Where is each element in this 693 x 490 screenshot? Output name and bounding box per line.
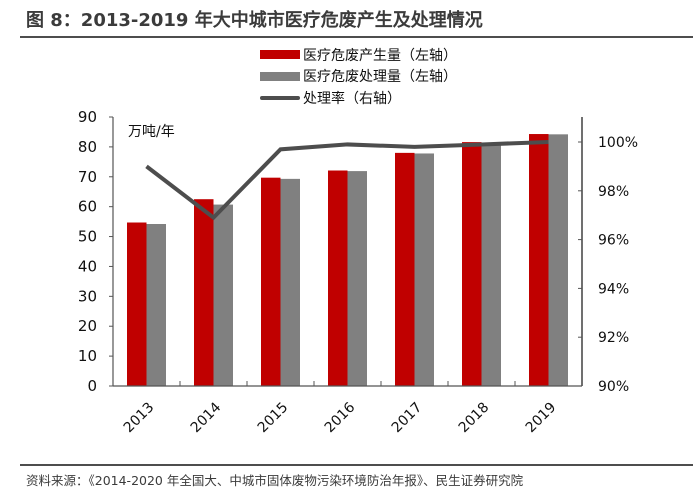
bar-generation — [462, 142, 482, 386]
x-axis-tick-label: 2013 — [121, 400, 158, 437]
legend-swatch-treatment — [260, 71, 300, 81]
legend-item-treatment: 医疗危废处理量（左轴） — [260, 66, 457, 88]
left-axis-tick-label: 60 — [78, 198, 97, 216]
x-axis-tick-label: 2019 — [523, 400, 560, 437]
legend-swatch-rate — [260, 95, 300, 100]
x-axis: 2013 2014 2015 2016 2017 2018 2019 — [113, 381, 582, 436]
bar-treatment — [414, 153, 434, 386]
left-axis-tick-label: 70 — [78, 168, 97, 186]
bar-generation — [194, 199, 214, 386]
bar-generation — [328, 170, 348, 386]
left-axis-unit-label: 万吨/年 — [128, 124, 175, 140]
source-note: 资料来源：《2014-2020 年全国大、中城市固体废物污染环境防治年报》、民生… — [26, 473, 524, 488]
bar-treatment — [548, 134, 568, 386]
x-axis-tick-label: 2014 — [188, 399, 225, 436]
legend-item-generation: 医疗危废产生量（左轴） — [260, 44, 457, 66]
bar-generation — [395, 152, 415, 386]
left-axis-tick-label: 50 — [78, 228, 97, 246]
right-axis-tick-label: 100% — [598, 135, 638, 151]
legend-item-rate: 处理率（右轴） — [260, 87, 457, 109]
legend-swatch-generation — [260, 50, 300, 60]
rate-line — [145, 140, 549, 221]
footer-divider — [20, 464, 693, 466]
x-axis-tick-label: 2017 — [389, 400, 426, 437]
bar-generation — [127, 222, 147, 386]
right-axis-tick-label: 90% — [598, 379, 629, 395]
right-axis-tick-label: 98% — [598, 184, 629, 200]
x-axis-tick-label: 2016 — [322, 399, 359, 436]
title-divider — [20, 36, 693, 38]
legend-label-generation: 医疗危废产生量（左轴） — [303, 47, 457, 64]
left-axis-tick-label: 30 — [78, 287, 97, 305]
bar-series — [127, 134, 568, 386]
bar-generation — [261, 177, 281, 386]
bar-treatment — [213, 204, 233, 386]
x-axis-tick-label: 2015 — [255, 400, 292, 437]
left-axis-tick-label: 0 — [87, 377, 97, 395]
left-axis-tick-label: 90 — [78, 108, 97, 126]
right-axis-tick-label: 92% — [598, 330, 629, 346]
chart-title: 图 8：2013-2019 年大中城市医疗危废产生及处理情况 — [26, 10, 483, 31]
legend: 医疗危废产生量（左轴） 医疗危废处理量（左轴） 处理率（右轴） — [260, 44, 457, 109]
left-axis-tick-label: 40 — [78, 257, 97, 275]
bar-treatment — [146, 224, 166, 386]
left-axis-tick-label: 20 — [78, 317, 97, 335]
legend-label-rate: 处理率（右轴） — [303, 90, 401, 107]
rate-line-series — [145, 140, 549, 221]
left-y-axis: 0 10 20 30 40 50 60 70 80 90 — [78, 108, 114, 395]
left-axis-tick-label: 80 — [78, 138, 97, 156]
right-axis-tick-label: 96% — [598, 233, 629, 249]
legend-label-treatment: 医疗危废处理量（左轴） — [303, 69, 457, 86]
bar-treatment — [481, 143, 501, 386]
x-axis-tick-label: 2018 — [456, 400, 493, 437]
bar-treatment — [280, 178, 300, 386]
left-axis-tick-label: 10 — [78, 347, 97, 365]
right-y-axis: 90% 92% 94% 96% 98% 100% — [578, 117, 638, 395]
bar-treatment — [347, 171, 367, 386]
right-axis-tick-label: 94% — [598, 281, 629, 297]
bar-generation — [529, 134, 549, 386]
